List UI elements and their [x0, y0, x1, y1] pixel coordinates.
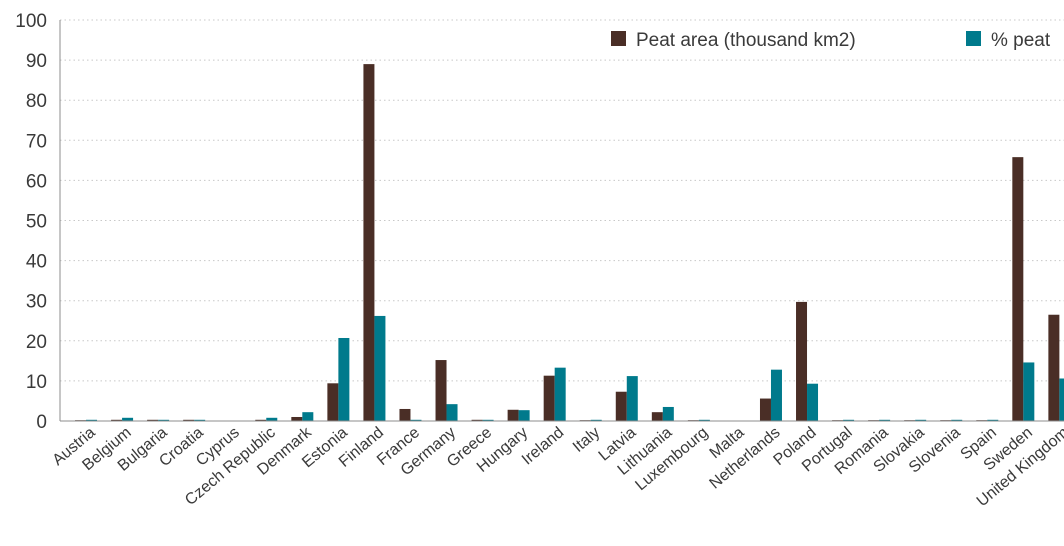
bar-peat-area-germany [435, 360, 447, 421]
y-tick-label: 90 [26, 51, 47, 72]
bar-percent-peat-portugal [843, 419, 855, 421]
bar-percent-peat-latvia [626, 376, 638, 421]
bar-percent-peat-netherlands [770, 369, 782, 421]
bar-peat-area-greece [471, 419, 483, 421]
axes [59, 20, 1064, 422]
y-tick-label: 60 [26, 171, 47, 192]
bar-peat-area-denmark [291, 416, 303, 421]
bar-peat-area-hungary [507, 409, 519, 421]
bar-percent-peat-croatia [194, 419, 206, 421]
bar-percent-peat-poland [807, 383, 819, 421]
bar-peat-area-poland [796, 301, 808, 421]
y-tick-label: 70 [26, 131, 47, 152]
bar-peat-area-estonia [327, 383, 339, 421]
y-tick-label: 10 [26, 372, 47, 393]
legend-label-peat-area: Peat area (thousand km2) [636, 30, 856, 51]
bar-percent-peat-france [410, 419, 422, 421]
bar-percent-peat-ireland [554, 367, 566, 421]
bars [75, 64, 1064, 422]
bar-percent-peat-sweden [1023, 362, 1035, 421]
bar-percent-peat-finland [374, 315, 386, 421]
bar-peat-area-bulgaria [147, 419, 159, 421]
bar-peat-area-united-kingdom [1048, 314, 1060, 421]
y-tick-label: 80 [26, 91, 47, 112]
bar-percent-peat-slovenia [951, 419, 963, 421]
x-category-label: Ireland [519, 424, 567, 468]
bar-percent-peat-luxembourg [698, 419, 710, 421]
bar-peat-area-czech-republic [255, 419, 267, 421]
bar-peat-area-belgium [111, 419, 123, 421]
bar-peat-area-lithuania [651, 412, 663, 421]
bar-percent-peat-hungary [518, 410, 530, 421]
bar-peat-area-ireland [543, 375, 555, 421]
bar-percent-peat-slovakia [915, 419, 927, 421]
bar-percent-peat-italy [590, 419, 602, 421]
y-tick-label: 20 [26, 332, 47, 353]
bar-percent-peat-united-kingdom [1059, 378, 1064, 421]
bar-peat-area-latvia [615, 391, 627, 421]
bar-percent-peat-greece [482, 419, 494, 421]
y-axis-tick-labels: 0 10 20 30 40 50 60 70 80 90 100 [15, 11, 47, 433]
bar-percent-peat-spain [987, 419, 999, 421]
legend-label-percent-peat: % peat [991, 30, 1051, 51]
y-tick-label: 40 [26, 252, 47, 273]
bar-percent-peat-estonia [338, 337, 350, 421]
gridlines [60, 19, 1064, 382]
legend: Peat area (thousand km2) % peat [611, 30, 1051, 51]
y-tick-label: 100 [15, 11, 47, 32]
bar-peat-area-france [399, 408, 411, 421]
bar-percent-peat-belgium [122, 417, 134, 421]
bar-percent-peat-lithuania [662, 406, 674, 421]
bar-peat-area-croatia [183, 419, 195, 421]
bar-percent-peat-czech-republic [266, 417, 278, 421]
y-tick-label: 30 [26, 292, 47, 313]
y-tick-label: 0 [36, 412, 47, 433]
bar-percent-peat-germany [446, 404, 458, 421]
bar-percent-peat-romania [879, 419, 891, 421]
legend-swatch-peat-area [611, 31, 626, 46]
bar-peat-area-netherlands [759, 398, 771, 421]
y-tick-label: 50 [26, 212, 47, 233]
bar-peat-area-finland [363, 64, 375, 422]
bar-percent-peat-austria [86, 419, 98, 421]
x-axis-category-labels: AustriaBelgiumBulgariaCroatiaCyprusCzech… [50, 423, 1064, 510]
bar-peat-area-sweden [1012, 157, 1024, 421]
legend-swatch-percent-peat [966, 31, 981, 46]
bar-percent-peat-bulgaria [158, 419, 170, 421]
bar-percent-peat-denmark [302, 412, 314, 421]
